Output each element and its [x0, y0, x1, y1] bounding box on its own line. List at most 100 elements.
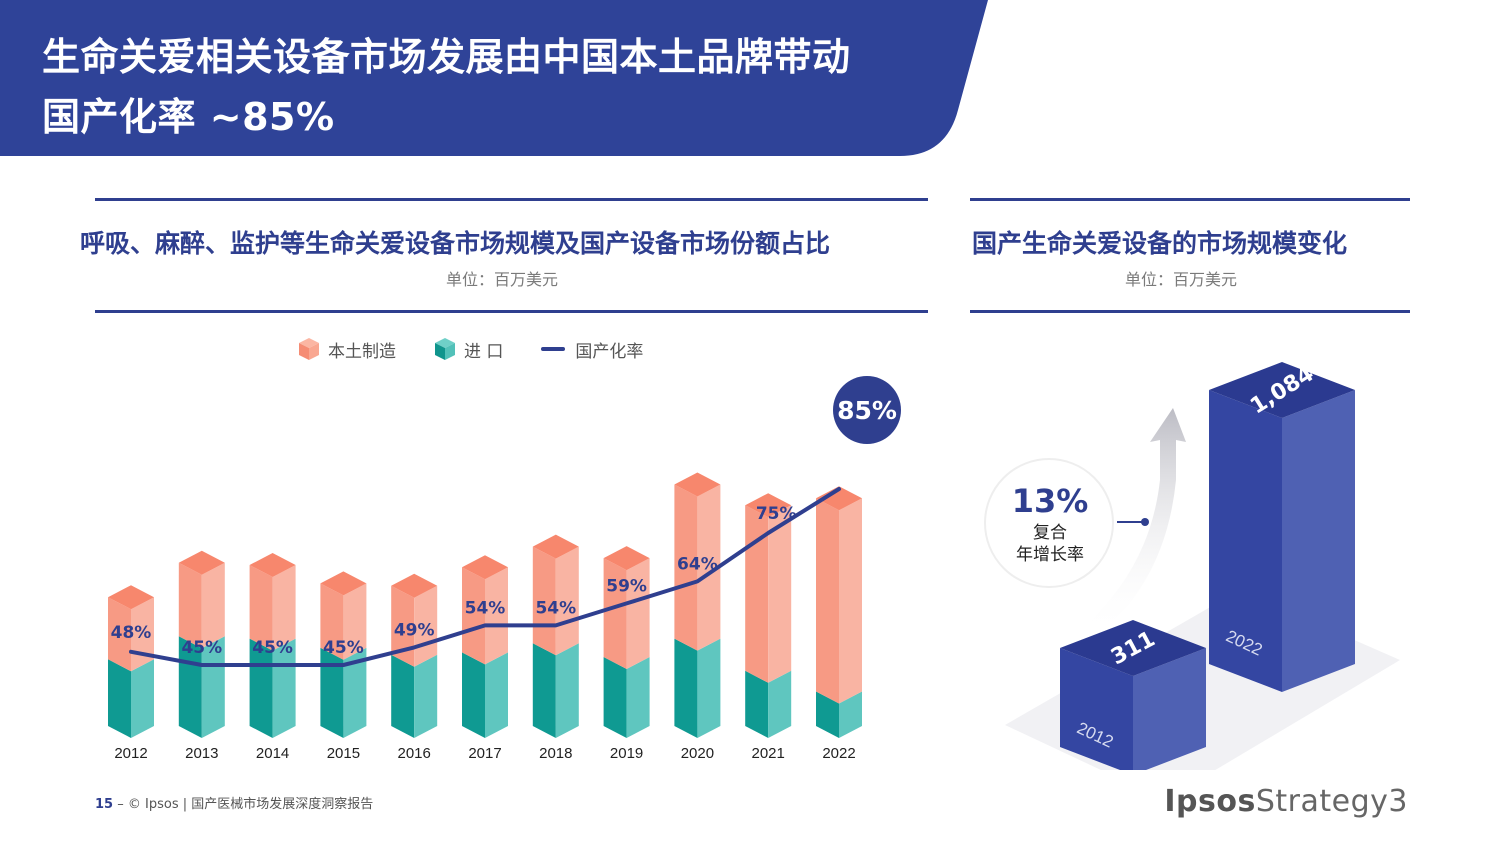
bar-top-2013	[178, 550, 225, 575]
legend-item-local: 本土制造	[298, 337, 396, 362]
bar-2012	[108, 585, 154, 738]
bar-local-left-2020	[674, 484, 698, 651]
bar-import-left-2012	[108, 659, 131, 738]
left-chart-title: 呼吸、麻醉、监护等生命关爱设备市场规模及国产设备市场份额占比	[80, 229, 831, 258]
rate-label-2020: 64%	[677, 554, 718, 574]
x-tick-2018: 2018	[539, 745, 572, 762]
rate-label-2012: 48%	[111, 623, 152, 643]
bar-local-right-2013	[201, 562, 225, 649]
page-title-line1: 生命关爱相关设备市场发展由中国本土品牌带动	[42, 35, 851, 79]
bar-local-right-2020	[697, 484, 721, 651]
bar-import-left-2019	[603, 657, 627, 738]
x-tick-2016: 2016	[398, 745, 431, 762]
x-tick-2014: 2014	[256, 745, 289, 762]
x-tick-2021: 2021	[752, 745, 785, 762]
bar-local-left-2015	[320, 583, 344, 660]
bar-import-right-2018	[555, 643, 579, 738]
bar-import-right-2020	[697, 638, 721, 738]
logo-bold: Ipsos	[1164, 784, 1256, 819]
bar-local-left-2016	[391, 585, 415, 667]
bar-import-right-2017	[485, 652, 508, 738]
bar-local-right-2022	[839, 498, 862, 704]
ipsos-logo: IpsosStrategy3	[1164, 784, 1408, 819]
rate-label-2018: 54%	[535, 598, 576, 618]
cagr-label-line2: 年增长率	[1016, 545, 1084, 565]
bar-top-2017	[462, 555, 508, 580]
bar-local-left-2022	[816, 498, 839, 704]
right-chart-title: 国产生命关爱设备的市场规模变化	[972, 229, 1348, 258]
bar-local-right-2017	[485, 567, 508, 665]
bar-top-2018	[532, 534, 579, 559]
rate-label-2019: 59%	[606, 576, 647, 596]
bar-local-left-2019	[603, 558, 627, 669]
rate-label-2016: 49%	[394, 620, 435, 640]
cagr-value: 13%	[1012, 482, 1089, 520]
bar-import-right-2019	[626, 657, 650, 738]
bar-import-right-2022	[839, 691, 862, 738]
bar-2021	[745, 493, 792, 738]
bar-local-left-2012	[108, 597, 131, 672]
bar-top-2020	[674, 472, 721, 497]
rate-label-2015: 45%	[323, 638, 364, 658]
bar-2020	[674, 472, 721, 738]
bar-2012-left	[1060, 648, 1133, 770]
left-top-rule	[95, 198, 928, 201]
cagr-circle	[984, 458, 1114, 588]
left-chart-unit: 单位：百万美元	[446, 270, 559, 289]
bar-import-right-2021	[768, 670, 792, 738]
bar-local-left-2013	[178, 562, 202, 649]
x-tick-2020: 2020	[681, 745, 714, 762]
bar-local-right-2015	[343, 583, 367, 660]
bar-import-right-2012	[131, 659, 154, 738]
header-banner	[0, 0, 988, 156]
legend-label-import: 进 口	[464, 341, 504, 362]
cube-icon-import	[435, 338, 455, 360]
rate-label-2021: 75%	[756, 504, 797, 524]
page-number: 15	[95, 797, 114, 812]
bar-top-2012	[108, 585, 154, 610]
footer-text: © Ipsos | 国产医械市场发展深度洞察报告	[127, 797, 374, 812]
line-icon-rate	[541, 347, 566, 351]
bar-2015	[320, 571, 367, 738]
page-title-line2: 国产化率 ~85%	[42, 95, 335, 139]
bar-top-2021	[745, 493, 792, 518]
bar-local-left-2017	[462, 567, 485, 665]
rate-label-2013: 45%	[181, 638, 222, 658]
bar-import-left-2015	[320, 647, 344, 738]
growth-arrow	[1080, 408, 1186, 635]
x-tick-2022: 2022	[822, 745, 855, 762]
chart-legend: 本土制造 进 口 国产化率	[298, 336, 681, 362]
rate-label-2017: 54%	[465, 598, 506, 618]
bar-2022-right	[1282, 390, 1355, 692]
bar-2012-top	[1060, 620, 1206, 676]
x-tick-2015: 2015	[327, 745, 360, 762]
rate-highlight-circle	[833, 376, 901, 444]
bar-import-right-2013	[201, 636, 225, 738]
bar-2022-left	[1209, 390, 1282, 692]
legend-label-rate: 国产化率	[575, 341, 644, 362]
bar-local-right-2018	[555, 546, 579, 656]
bar-2022	[816, 486, 862, 738]
stacked-bar-line-chart: 2012 2013 2014 2015 2016 2017 2018 2019 2020 2021…	[108, 376, 901, 762]
bar-import-left-2017	[462, 652, 485, 738]
bar-2022-top	[1209, 362, 1355, 418]
bar-local-left-2021	[745, 505, 769, 683]
footer-dash: –	[117, 797, 128, 812]
bar-local-right-2019	[626, 558, 650, 669]
cagr-connector-dot	[1141, 518, 1149, 526]
rate-line	[129, 487, 841, 667]
x-tick-2019: 2019	[610, 745, 643, 762]
bar-import-right-2016	[414, 654, 438, 738]
cube-icon-local	[299, 338, 319, 360]
x-tick-2012: 2012	[114, 745, 147, 762]
bar-import-left-2021	[745, 670, 769, 738]
right-bottom-rule	[970, 310, 1410, 313]
legend-label-local: 本土制造	[328, 341, 396, 362]
cagr-label-line1: 复合	[1033, 523, 1067, 543]
bar-top-2016	[391, 573, 438, 598]
bar-2016	[391, 573, 438, 738]
bar-top-2014	[249, 553, 296, 577]
